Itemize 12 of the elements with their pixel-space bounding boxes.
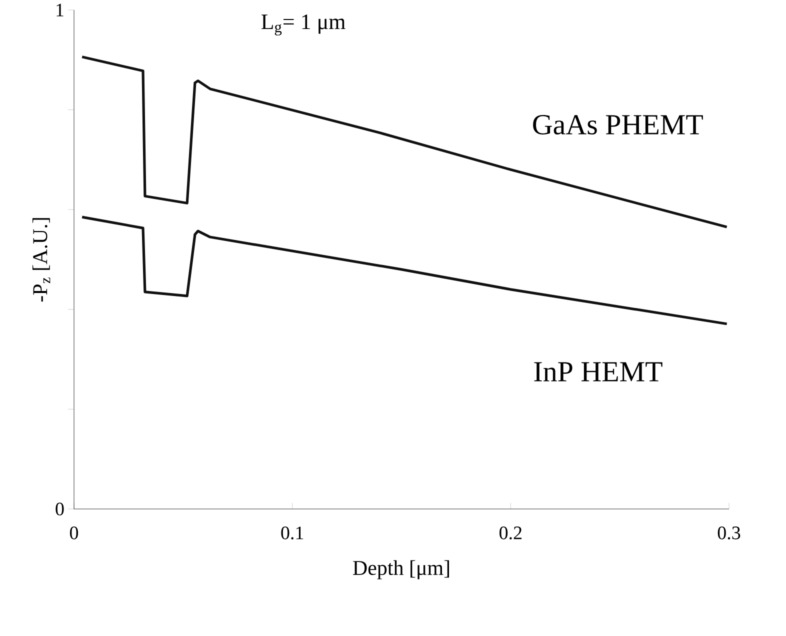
x-tick-label: 0.1 [281,526,304,540]
x-tick-label: 0.3 [718,526,740,540]
series-label: InP HEMT [534,362,662,382]
x-tick-label: 0 [70,526,78,540]
line-series [80,216,728,326]
x-tick-label: 0.2 [500,526,522,540]
series-label: GaAs PHEMT [533,115,703,134]
x-axis-title: Depth [μm] [353,560,450,580]
y-tick-label: 1 [56,4,64,16]
y-axis-title: -P$_{z}$ [A.U.] [32,218,50,302]
line-series [80,56,728,228]
annotation: L$_{g}$= 1 μm [261,14,346,36]
